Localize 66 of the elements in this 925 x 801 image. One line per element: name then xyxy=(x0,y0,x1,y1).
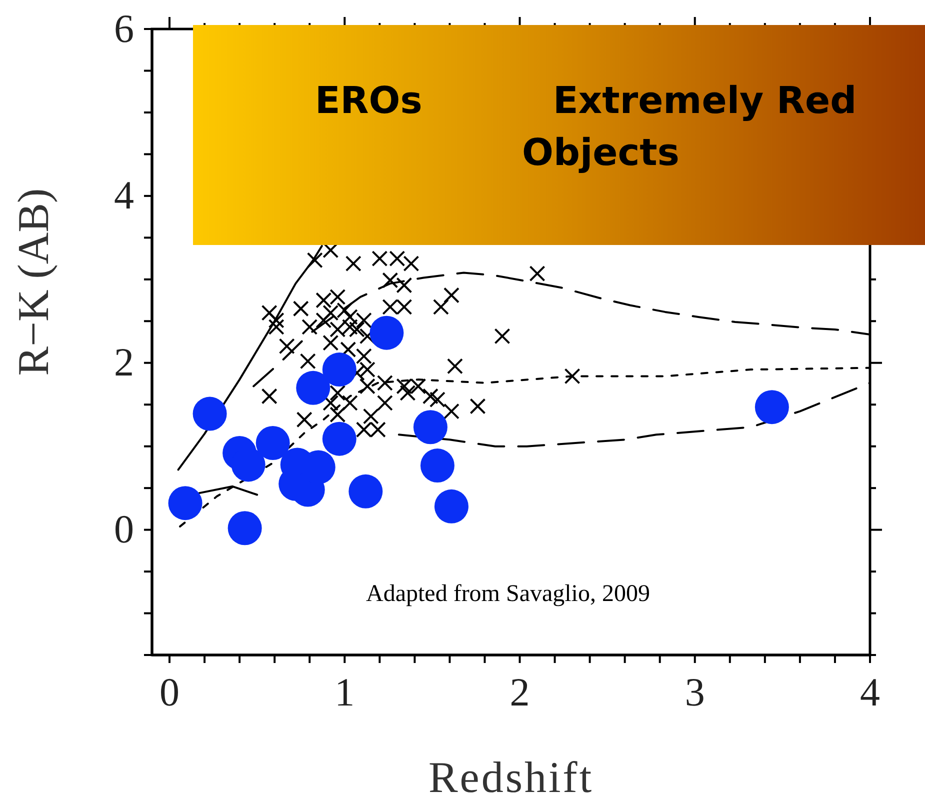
point xyxy=(292,300,309,317)
point xyxy=(376,374,393,391)
point xyxy=(345,256,362,272)
x-tick-label: 4 xyxy=(860,669,880,714)
point xyxy=(261,388,278,404)
point xyxy=(356,348,372,364)
point xyxy=(348,474,383,508)
x-tick-label: 0 xyxy=(160,669,180,714)
y-tick-label: 0 xyxy=(114,506,134,552)
point xyxy=(564,368,580,384)
point xyxy=(330,384,346,401)
point xyxy=(268,312,284,328)
point xyxy=(420,448,454,483)
point xyxy=(422,388,438,404)
point xyxy=(470,398,486,414)
point xyxy=(322,334,339,351)
y-tick-label: 4 xyxy=(114,172,134,218)
point xyxy=(362,408,379,424)
point xyxy=(446,358,463,374)
point xyxy=(429,392,446,408)
annotation: Extremely Red Objects xyxy=(522,79,857,174)
point xyxy=(754,390,789,424)
point xyxy=(168,486,202,520)
point xyxy=(322,422,356,456)
point xyxy=(434,489,468,524)
point xyxy=(400,384,416,401)
x-tick-label: 1 xyxy=(334,669,355,714)
y-tick-label: 6 xyxy=(114,6,134,51)
point xyxy=(382,272,398,288)
point xyxy=(432,298,449,315)
point xyxy=(359,378,376,394)
point xyxy=(342,394,358,411)
x-tick-label: 3 xyxy=(684,669,705,714)
point xyxy=(256,426,290,460)
point xyxy=(443,287,460,304)
annotation: EROs xyxy=(315,79,422,122)
point xyxy=(376,394,393,411)
point xyxy=(306,252,323,268)
point xyxy=(278,338,295,354)
y-axis-title: R−K (AB) xyxy=(9,188,58,376)
point xyxy=(316,312,332,328)
point xyxy=(413,410,448,444)
point xyxy=(322,394,339,411)
point xyxy=(443,403,460,420)
point xyxy=(192,396,227,431)
point xyxy=(348,321,365,338)
point xyxy=(300,353,316,370)
point xyxy=(231,448,266,482)
point xyxy=(529,266,546,282)
point xyxy=(396,277,412,294)
point xyxy=(359,362,376,378)
point xyxy=(268,318,284,335)
point xyxy=(494,328,510,344)
x-axis-title: Redshift xyxy=(428,753,594,801)
point xyxy=(296,412,312,428)
point xyxy=(330,406,346,423)
y-tick-label: 2 xyxy=(114,340,134,385)
annotation: Adapted from Savaglio, 2009 xyxy=(366,581,650,607)
x-tick-label: 2 xyxy=(510,669,530,714)
point xyxy=(296,370,330,405)
point xyxy=(302,318,318,335)
point xyxy=(403,256,420,272)
point xyxy=(370,316,404,350)
point xyxy=(261,304,278,321)
point xyxy=(322,352,356,387)
point xyxy=(228,511,262,546)
